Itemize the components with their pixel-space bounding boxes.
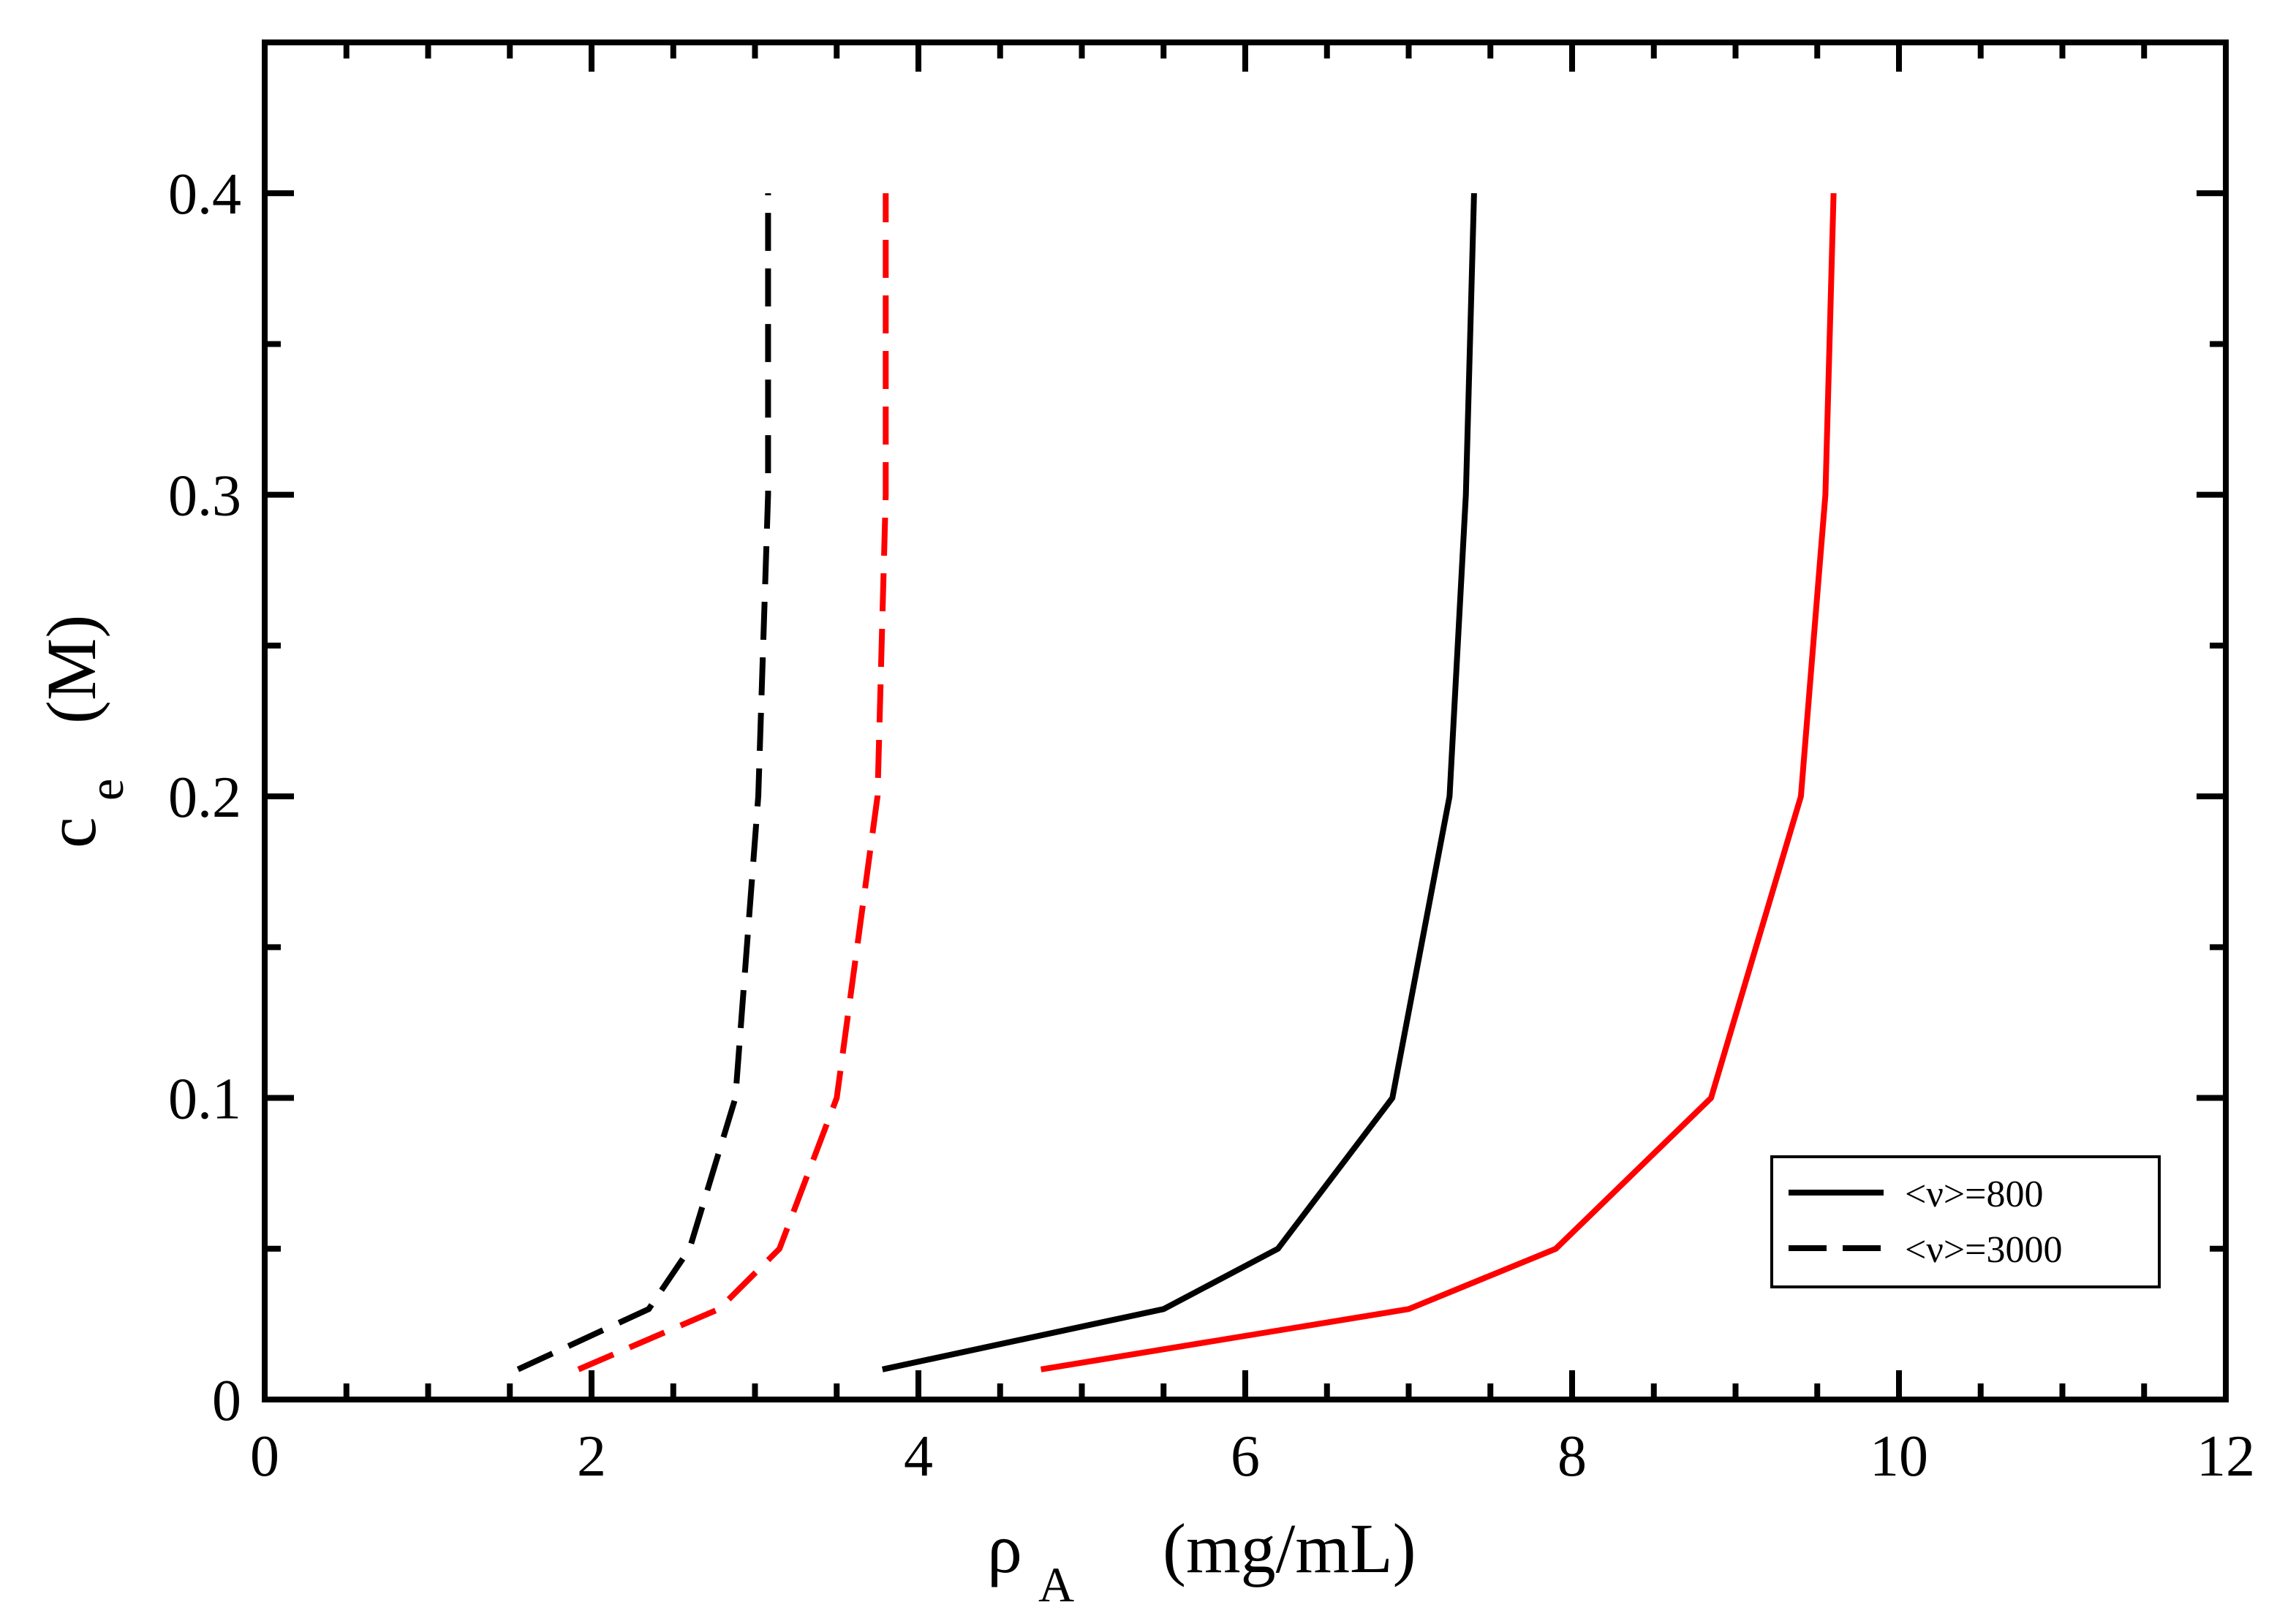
series-line-0 bbox=[881, 193, 1477, 1372]
y-tick-label: 0.2 bbox=[168, 766, 241, 830]
y-tick-label: 0.3 bbox=[168, 464, 241, 529]
legend-label-800: <ν>=800 bbox=[1905, 1174, 2044, 1215]
legend: <ν>=800 <ν>=3000 bbox=[1770, 1155, 2161, 1288]
x-tick-label: 6 bbox=[1231, 1424, 1260, 1489]
series-line-1 bbox=[1040, 193, 1837, 1372]
y-axis-subscript: e bbox=[78, 779, 134, 801]
tick-labels: 0 2 4 6 8 10 12 0 0.1 0.2 0.3 0.4 bbox=[168, 162, 2255, 1489]
y-axis-symbol: c bbox=[32, 817, 110, 848]
legend-box bbox=[1770, 1155, 2161, 1288]
legend-label-3000: <ν>=3000 bbox=[1905, 1229, 2063, 1271]
x-tick-label: 8 bbox=[1557, 1424, 1587, 1489]
y-axis-label: c e (M) bbox=[32, 615, 134, 848]
y-tick-label: 0.1 bbox=[168, 1068, 241, 1132]
y-tick-label: 0 bbox=[212, 1369, 241, 1433]
series-layer bbox=[516, 193, 1837, 1372]
x-axis-label: ρ A (mg/mL) bbox=[987, 1509, 1416, 1612]
x-tick-label: 10 bbox=[1870, 1424, 1928, 1489]
plot-frame bbox=[262, 39, 2229, 1402]
x-axis-symbol: ρ bbox=[987, 1509, 1022, 1587]
x-axis-subscript: A bbox=[1038, 1557, 1074, 1612]
y-tick-label: 0.4 bbox=[168, 162, 241, 227]
series-line-2 bbox=[516, 193, 771, 1372]
x-tick-label: 0 bbox=[250, 1424, 279, 1489]
series-line-3 bbox=[577, 193, 889, 1372]
x-tick-label: 12 bbox=[2197, 1424, 2255, 1489]
y-axis-unit: (M) bbox=[32, 615, 110, 724]
x-axis-unit: (mg/mL) bbox=[1163, 1509, 1416, 1587]
x-tick-label: 4 bbox=[904, 1424, 933, 1489]
x-tick-label: 2 bbox=[577, 1424, 606, 1489]
